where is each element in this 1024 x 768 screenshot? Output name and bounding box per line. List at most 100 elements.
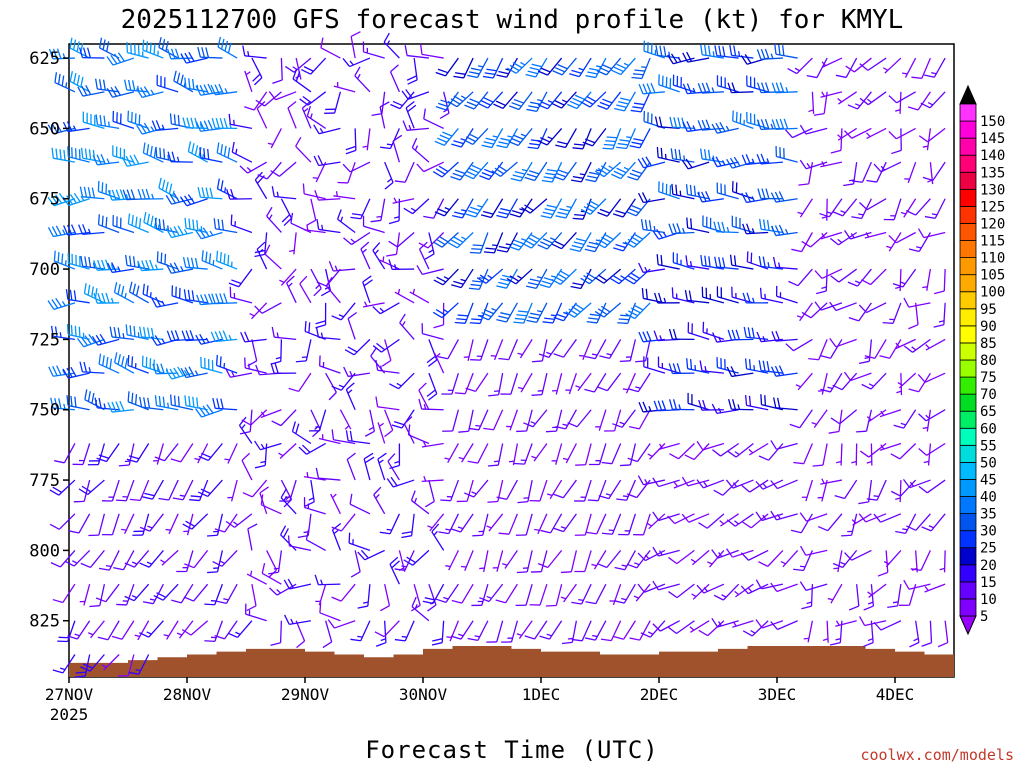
wind-barb — [883, 549, 902, 568]
wind-barb — [169, 394, 194, 411]
colorbar-swatch — [959, 274, 977, 293]
wind-barb — [151, 296, 179, 308]
wind-barb — [465, 198, 489, 218]
wind-barb — [295, 620, 306, 649]
wind-barb — [741, 192, 769, 204]
wind-barb — [478, 302, 504, 321]
wind-barb — [837, 91, 858, 105]
wind-barb — [490, 339, 504, 361]
wind-barb — [469, 232, 489, 254]
wind-barb — [348, 532, 371, 552]
wind-barb — [333, 81, 356, 93]
wind-barb — [726, 366, 754, 378]
wind-barb — [711, 122, 739, 134]
wind-barb — [254, 443, 268, 469]
wind-barb — [142, 479, 164, 500]
wind-barb — [924, 198, 946, 220]
colorbar-swatch — [959, 461, 977, 480]
wind-barb — [210, 330, 238, 343]
wind-barb — [95, 114, 120, 130]
wind-barb — [903, 579, 931, 590]
wind-barb — [746, 251, 769, 270]
wind-barb — [580, 268, 607, 285]
wind-barb — [565, 372, 578, 395]
wind-barb — [629, 128, 651, 149]
wind-barb — [315, 583, 327, 606]
wind-barb — [844, 127, 872, 139]
wind-barb — [347, 311, 358, 340]
y-tick-label: 725 — [29, 330, 60, 350]
wind-barb — [652, 620, 680, 632]
x-tick-sublabel: 2025 — [50, 705, 89, 724]
colorbar-swatch — [959, 308, 977, 327]
wind-barb — [113, 352, 135, 374]
wind-barb — [493, 91, 518, 110]
wind-barb — [254, 440, 282, 451]
wind-barb — [690, 549, 710, 566]
wind-barb — [139, 396, 164, 411]
wind-barb — [711, 403, 739, 415]
wind-barb — [524, 161, 548, 182]
wind-barb — [197, 46, 223, 59]
wind-barb — [780, 549, 799, 568]
wind-barb — [597, 372, 622, 392]
wind-barb — [362, 215, 385, 234]
wind-barb — [515, 583, 533, 607]
wind-barb — [873, 161, 902, 173]
wind-barb — [758, 549, 784, 567]
wind-barb — [386, 476, 415, 488]
wind-barb — [864, 339, 887, 359]
wind-barb — [656, 146, 680, 163]
wind-barb — [350, 198, 371, 220]
wind-barb — [815, 269, 828, 295]
colorbar-swatch — [959, 444, 977, 463]
wind-barb — [239, 161, 267, 174]
wind-barb — [668, 399, 695, 411]
wind-barb — [435, 57, 459, 77]
wind-barb — [480, 198, 504, 219]
wind-barb — [313, 155, 341, 167]
wind-barb — [184, 395, 208, 411]
wind-barb — [315, 302, 327, 329]
wind-barb — [292, 68, 312, 93]
wind-barb — [316, 219, 341, 234]
wind-barb — [207, 513, 224, 537]
wind-barb — [712, 442, 740, 457]
wind-barb — [866, 479, 887, 501]
colorbar-swatch — [959, 393, 977, 412]
wind-barb — [506, 57, 533, 74]
wind-barb — [743, 326, 769, 341]
colorbar-label: 115 — [980, 234, 1005, 250]
wind-barb — [268, 550, 283, 575]
credit-link[interactable]: coolwx.com/models — [860, 746, 1014, 764]
wind-barb — [911, 57, 931, 79]
wind-barb — [517, 479, 533, 504]
wind-barb — [716, 286, 739, 304]
wind-barb — [585, 583, 607, 605]
wind-barb — [319, 602, 341, 622]
wind-barb — [92, 154, 120, 166]
wind-barb — [216, 142, 238, 163]
wind-barb — [226, 188, 252, 200]
wind-barb — [109, 326, 134, 341]
wind-barb — [320, 37, 341, 59]
wind-barb — [434, 198, 459, 217]
wind-barb — [627, 161, 651, 181]
wind-barb — [280, 525, 297, 551]
wind-barb — [343, 366, 370, 378]
wind-barb — [542, 302, 563, 324]
wind-barb — [142, 283, 164, 304]
wind-barb — [52, 654, 76, 674]
wind-barb — [569, 57, 592, 78]
wind-barb — [537, 232, 563, 250]
wind-barb — [230, 214, 253, 234]
wind-barb — [553, 161, 577, 181]
wind-barb — [904, 161, 917, 184]
wind-barb — [384, 409, 394, 438]
wind-barb — [618, 513, 637, 536]
wind-barb — [80, 654, 105, 672]
wind-barb — [390, 91, 415, 110]
wind-barb — [917, 372, 946, 383]
wind-barb — [199, 147, 223, 163]
wind-barb — [937, 620, 949, 648]
